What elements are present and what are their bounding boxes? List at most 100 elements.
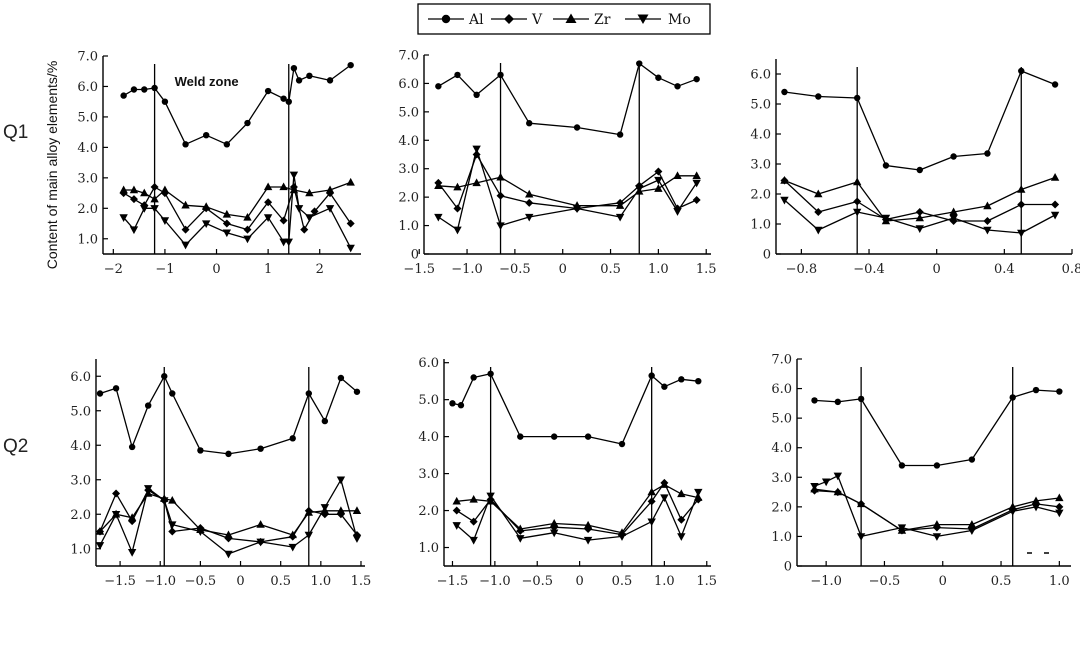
- data-point-zr: [336, 506, 346, 514]
- y-tick-label: 3.0: [398, 162, 419, 177]
- y-tick-label: 6.0: [771, 382, 792, 397]
- data-point-zr: [304, 508, 313, 516]
- data-point-al: [457, 402, 465, 409]
- x-tick-label: 0.4: [994, 262, 1015, 277]
- x-tick-label: 0: [236, 574, 244, 589]
- data-point-mo: [583, 536, 593, 545]
- data-point-zr: [549, 518, 559, 527]
- data-point-al: [648, 372, 655, 379]
- data-point-zr: [1050, 173, 1060, 181]
- data-point-al: [695, 377, 702, 385]
- data-point-al: [130, 86, 138, 93]
- data-point-al: [141, 86, 148, 93]
- data-point-v: [654, 167, 663, 176]
- series-al: [120, 61, 354, 148]
- data-point-al: [950, 153, 957, 160]
- data-point-v: [1051, 200, 1060, 209]
- data-point-mo: [294, 205, 304, 213]
- data-point-al: [933, 462, 941, 469]
- data-point-zr: [525, 189, 534, 198]
- x-tick-label: 1.0: [310, 574, 331, 589]
- data-point-zr: [434, 181, 443, 189]
- x-tick-label: 0: [939, 574, 947, 589]
- data-point-mo: [453, 226, 462, 235]
- data-point-mo: [833, 472, 843, 481]
- data-point-zr: [516, 524, 525, 533]
- data-point-v: [279, 216, 288, 225]
- data-point-mo: [143, 485, 153, 493]
- series-zr: [780, 173, 1060, 225]
- data-point-zr: [181, 200, 190, 209]
- data-point-mo: [288, 543, 297, 552]
- row-label-q2: Q2: [3, 436, 28, 457]
- data-point-mo: [472, 145, 481, 154]
- data-point-mo: [111, 511, 121, 519]
- y-tick-label: 5.0: [418, 393, 439, 408]
- data-point-mo: [160, 217, 170, 225]
- y-tick-label: 4.0: [77, 141, 98, 156]
- data-point-al: [161, 98, 169, 105]
- data-point-v: [525, 198, 534, 207]
- x-tick-label: 0: [575, 574, 583, 589]
- x-tick-label: −0.5: [521, 574, 553, 589]
- data-point-zr: [780, 176, 789, 184]
- data-point-v: [453, 204, 462, 213]
- data-point-al: [1051, 81, 1059, 88]
- data-point-al: [497, 71, 504, 79]
- data-point-v: [677, 515, 686, 524]
- y-tick-label: 4.0: [398, 134, 419, 149]
- data-point-al: [834, 398, 842, 406]
- data-point-mo: [949, 214, 958, 223]
- y-tick-label: 1.0: [77, 232, 98, 247]
- data-point-zr: [202, 202, 211, 210]
- data-point-v: [310, 207, 319, 216]
- series-al: [96, 373, 361, 458]
- data-point-v: [168, 527, 177, 536]
- y-tick-label: 6.0: [77, 80, 98, 95]
- data-point-al: [781, 88, 788, 96]
- data-point-mo: [150, 205, 159, 213]
- y-tick-label: 0: [763, 248, 771, 263]
- x-tick-label: 0.8: [1062, 262, 1080, 277]
- data-point-v: [1055, 502, 1064, 511]
- data-point-mo: [243, 235, 252, 244]
- y-axis-title: Content of main alloy elements/%: [44, 61, 60, 270]
- data-point-v: [915, 208, 924, 216]
- data-point-zr: [288, 530, 297, 539]
- data-point-mo: [810, 482, 819, 491]
- data-point-zr: [243, 212, 252, 221]
- y-tick-label: 2.0: [70, 508, 91, 523]
- data-point-zr: [1031, 496, 1041, 505]
- data-point-zr: [852, 177, 862, 186]
- series-line-v: [123, 186, 352, 231]
- legend-entry-zr: Zr: [553, 12, 611, 28]
- data-point-al: [197, 447, 204, 454]
- data-point-v: [1017, 200, 1026, 209]
- data-point-al: [526, 120, 533, 127]
- data-point-mo: [856, 533, 866, 541]
- data-point-zr: [472, 178, 481, 187]
- data-point-mo: [304, 531, 313, 540]
- y-tick-label: 7.0: [398, 49, 419, 64]
- data-point-al: [678, 376, 685, 383]
- series-mo: [119, 171, 355, 253]
- data-point-mo: [284, 238, 293, 247]
- data-point-v: [243, 225, 252, 234]
- y-tick-label: 1.0: [70, 542, 91, 557]
- data-point-v: [112, 489, 121, 498]
- data-point-v: [692, 195, 701, 204]
- x-tick-label: 0: [559, 262, 567, 277]
- data-point-al: [120, 92, 127, 99]
- data-point-v: [150, 182, 159, 191]
- data-point-al: [161, 373, 168, 380]
- data-point-zr: [1055, 493, 1064, 502]
- data-point-mo: [1031, 503, 1041, 512]
- series-line-zr: [456, 484, 699, 534]
- y-tick-label: 6.0: [750, 68, 771, 83]
- chart-panel-2: 0 1.0 2.0 3.0 4.0 5.0 6.0 7.0 −1.5 −1.0 −0.5 0 0.5 1.…: [398, 49, 716, 278]
- data-point-zr: [346, 177, 355, 186]
- data-point-mo: [469, 536, 478, 545]
- series-line-mo: [99, 479, 358, 555]
- data-point-mo: [615, 213, 625, 222]
